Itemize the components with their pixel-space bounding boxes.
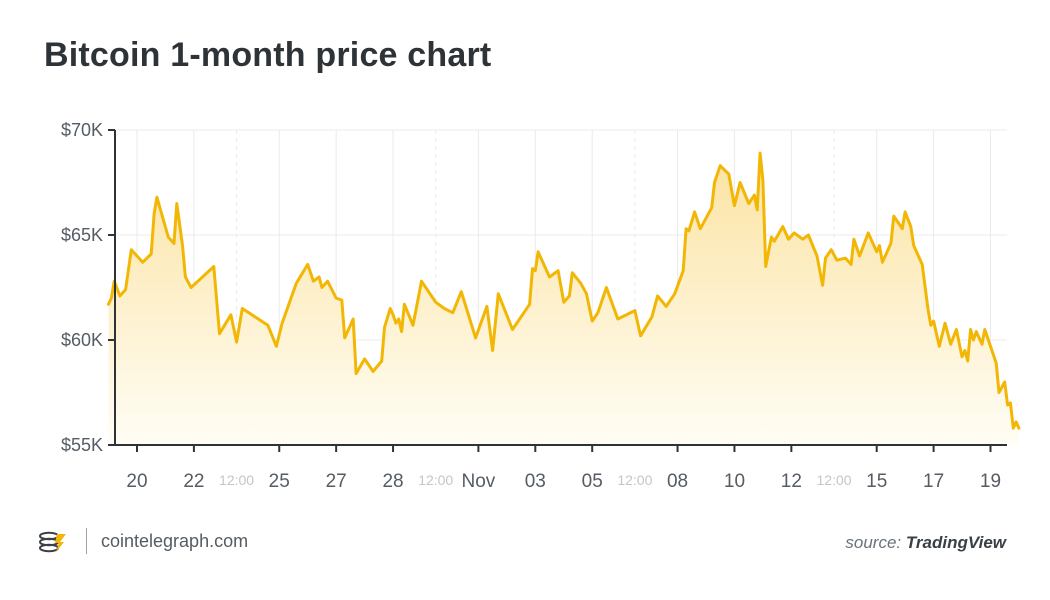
x-minor-tick-label: 12:00: [418, 472, 453, 488]
x-tick-label: 19: [980, 471, 1001, 492]
source-name: TradingView: [905, 533, 1006, 552]
y-axis-ticks: $70K $65K $60K $55K: [61, 120, 115, 455]
x-tick-label: 27: [326, 471, 347, 492]
x-tick-label: 17: [923, 471, 944, 492]
source-credit: source: TradingView: [845, 533, 1006, 553]
x-axis-ticks: 20 22 12:00 25 27 28 12:00 Nov 03 05 12:00 08 10 12 12…: [126, 445, 1001, 492]
cointelegraph-logo-icon: [39, 531, 66, 553]
x-minor-tick-label: 12:00: [817, 472, 852, 488]
footer-brand: cointelegraph.com: [38, 528, 248, 554]
x-tick-label: 05: [582, 471, 603, 492]
x-tick-label: 03: [525, 471, 546, 492]
x-tick-label: 10: [724, 471, 745, 492]
y-tick-label: $60K: [61, 330, 103, 350]
chart-title: Bitcoin 1-month price chart: [44, 36, 492, 74]
price-line: [107, 151, 1021, 430]
x-tick-label: 22: [183, 471, 204, 492]
x-tick-label: 28: [382, 471, 403, 492]
x-tick-label: Nov: [462, 471, 496, 492]
x-minor-tick-label: 12:00: [617, 472, 652, 488]
x-tick-label: 25: [269, 471, 290, 492]
x-minor-tick-label: 12:00: [219, 472, 254, 488]
footer-separator: [86, 528, 87, 554]
x-tick-label: 08: [667, 471, 688, 492]
axes: [114, 130, 1007, 446]
x-tick-label: 15: [866, 471, 887, 492]
source-prefix: source:: [845, 533, 906, 552]
y-tick-label: $70K: [61, 120, 103, 140]
price-area-fill: [108, 153, 1019, 445]
brand-name: cointelegraph.com: [101, 530, 249, 551]
y-tick-label: $65K: [61, 225, 103, 245]
y-tick-label: $55K: [61, 435, 103, 455]
x-tick-label: 20: [126, 471, 147, 492]
x-tick-label: 12: [781, 471, 802, 492]
